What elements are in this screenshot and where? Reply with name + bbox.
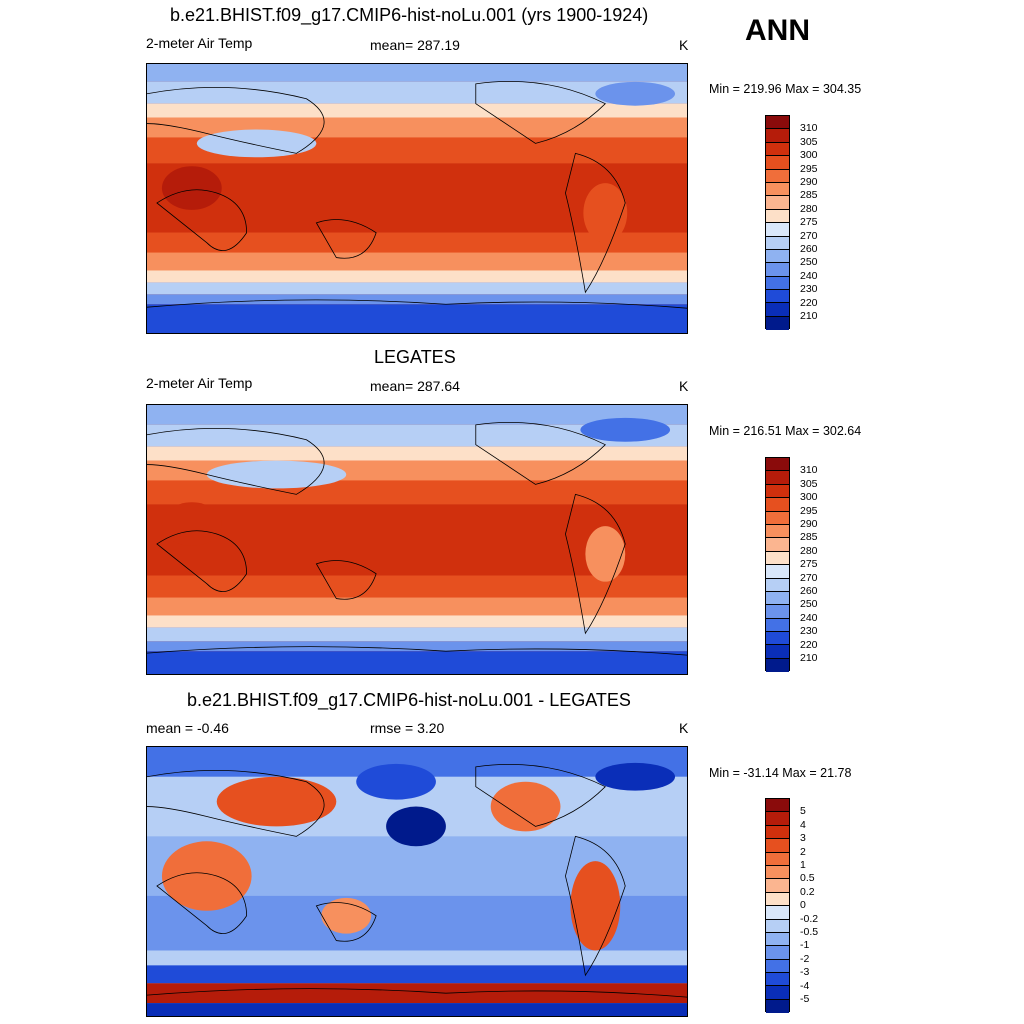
colorbar-tick-label: 290: [800, 518, 818, 530]
colorbar-tick-label: -1: [800, 939, 810, 952]
panel-1-title: b.e21.BHIST.f09_g17.CMIP6-hist-noLu.001 …: [170, 5, 649, 25]
colorbar-tick-label: -4: [800, 979, 810, 992]
panel-2-minmax: Min = 216.51 Max = 302.64: [709, 424, 862, 438]
colorbar-tick-label: 3: [800, 832, 806, 845]
colorbar-tick-label: 275: [800, 558, 818, 571]
panel-2-mean-label: mean= 287.64: [370, 378, 460, 394]
colorbar-tick-label: -5: [800, 993, 810, 1005]
colorbar-tick-label: 220: [800, 638, 818, 651]
panel-3-units: K: [679, 720, 689, 736]
panel-1-units: K: [679, 37, 689, 53]
panel-3-minmax: Min = -31.14 Max = 21.78: [709, 766, 852, 780]
colorbar-tick-label: 285: [800, 189, 818, 202]
colorbar-tick-label: 2: [800, 845, 806, 858]
colorbar-tick-label: 230: [800, 283, 818, 296]
panel-1-minmax: Min = 219.96 Max = 304.35: [709, 82, 862, 96]
panel-2-title: LEGATES: [374, 347, 456, 367]
panel-3-difference-field: [147, 747, 687, 1016]
season-label: ANN: [745, 14, 810, 47]
colorbar-tick-label: 0.5: [800, 872, 815, 885]
colorbar-tick-label: 310: [800, 122, 818, 135]
colorbar-tick-label: 210: [800, 652, 818, 664]
colorbar-tick-label: 300: [800, 491, 818, 504]
colorbar-tick-label: 270: [800, 229, 818, 242]
colorbar-tick-label: 5: [800, 805, 806, 818]
colorbar-tick-label: 240: [800, 611, 818, 624]
colorbar-tick-label: 0: [800, 899, 806, 912]
colorbar-tick-label: 0.2: [800, 885, 815, 898]
colorbar-tick-label: 290: [800, 176, 818, 188]
colorbar-tick-label: 305: [800, 135, 818, 148]
panel-3-mean-label: mean = -0.46: [146, 720, 229, 736]
panel-1-temperature-field: [147, 64, 687, 333]
colorbar-tick-label: 295: [800, 162, 818, 175]
colorbar-tick-label: 260: [800, 243, 818, 255]
colorbar-tick-label: 275: [800, 216, 818, 229]
colorbar-tick-label: 270: [800, 571, 818, 584]
panel-2-units: K: [679, 378, 689, 394]
colorbar-tick-label: 280: [800, 202, 818, 215]
panel-1-mean-label: mean= 287.19: [370, 37, 460, 53]
colorbar-tick-label: 220: [800, 296, 818, 309]
colorbar-tick-label: -3: [800, 966, 810, 979]
panel-1-variable-label: 2-meter Air Temp: [146, 35, 253, 51]
panel-3-title: b.e21.BHIST.f09_g17.CMIP6-hist-noLu.001 …: [187, 690, 631, 710]
colorbar-tick-label: 1: [800, 859, 806, 871]
colorbar-tick-label: 230: [800, 625, 818, 638]
colorbar-tick-label: -0.5: [800, 926, 819, 938]
colorbar-tick-label: 280: [800, 544, 818, 557]
panel-1-colorbar: [765, 115, 790, 331]
panel-2-temperature-field: [147, 405, 687, 674]
panel-3-colorbar: [765, 798, 790, 1014]
panel-2-map: [146, 404, 688, 675]
panel-2-colorbar: [765, 457, 790, 673]
colorbar-tick-label: 210: [800, 310, 818, 322]
colorbar-tick-label: 250: [800, 256, 818, 269]
colorbar-tick-label: 310: [800, 464, 818, 477]
colorbar-tick-label: -2: [800, 952, 810, 965]
panel-3-map: [146, 746, 688, 1017]
colorbar-tick-label: 295: [800, 504, 818, 517]
colorbar-tick-label: 250: [800, 598, 818, 611]
colorbar-tick-label: 260: [800, 585, 818, 597]
panel-1-map: [146, 63, 688, 334]
colorbar-tick-label: 300: [800, 149, 818, 162]
colorbar-tick-label: 240: [800, 269, 818, 282]
colorbar-tick-label: 4: [800, 818, 806, 831]
colorbar-tick-label: -0.2: [800, 912, 819, 925]
colorbar-tick-label: 305: [800, 477, 818, 490]
panel-2-variable-label: 2-meter Air Temp: [146, 375, 253, 391]
colorbar-tick-label: 285: [800, 531, 818, 544]
panel-3-rmse-label: rmse = 3.20: [370, 720, 445, 736]
